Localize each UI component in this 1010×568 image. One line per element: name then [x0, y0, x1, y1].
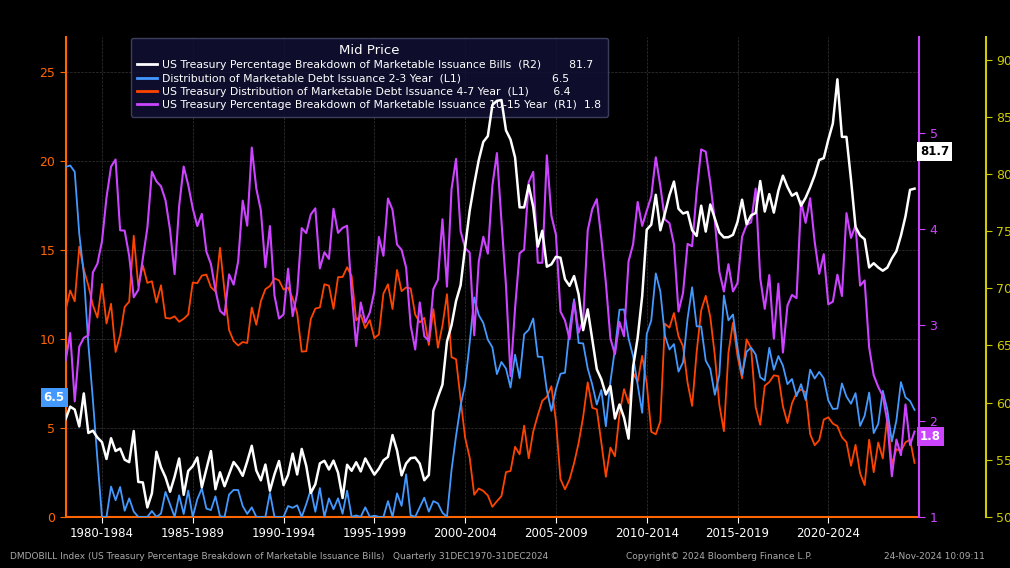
- Text: 1.8: 1.8: [920, 430, 941, 443]
- Text: Copyright© 2024 Bloomberg Finance L.P.: Copyright© 2024 Bloomberg Finance L.P.: [626, 552, 812, 561]
- Text: 6.5: 6.5: [43, 391, 65, 404]
- Text: DMDOBILL Index (US Treasury Percentage Breakdown of Marketable Issuance Bills)  : DMDOBILL Index (US Treasury Percentage B…: [10, 552, 548, 561]
- Legend: US Treasury Percentage Breakdown of Marketable Issuance Bills  (R2)        81.7,: US Treasury Percentage Breakdown of Mark…: [131, 37, 608, 116]
- Text: 81.7: 81.7: [920, 145, 949, 158]
- Text: 24-Nov-2024 10:09:11: 24-Nov-2024 10:09:11: [884, 552, 985, 561]
